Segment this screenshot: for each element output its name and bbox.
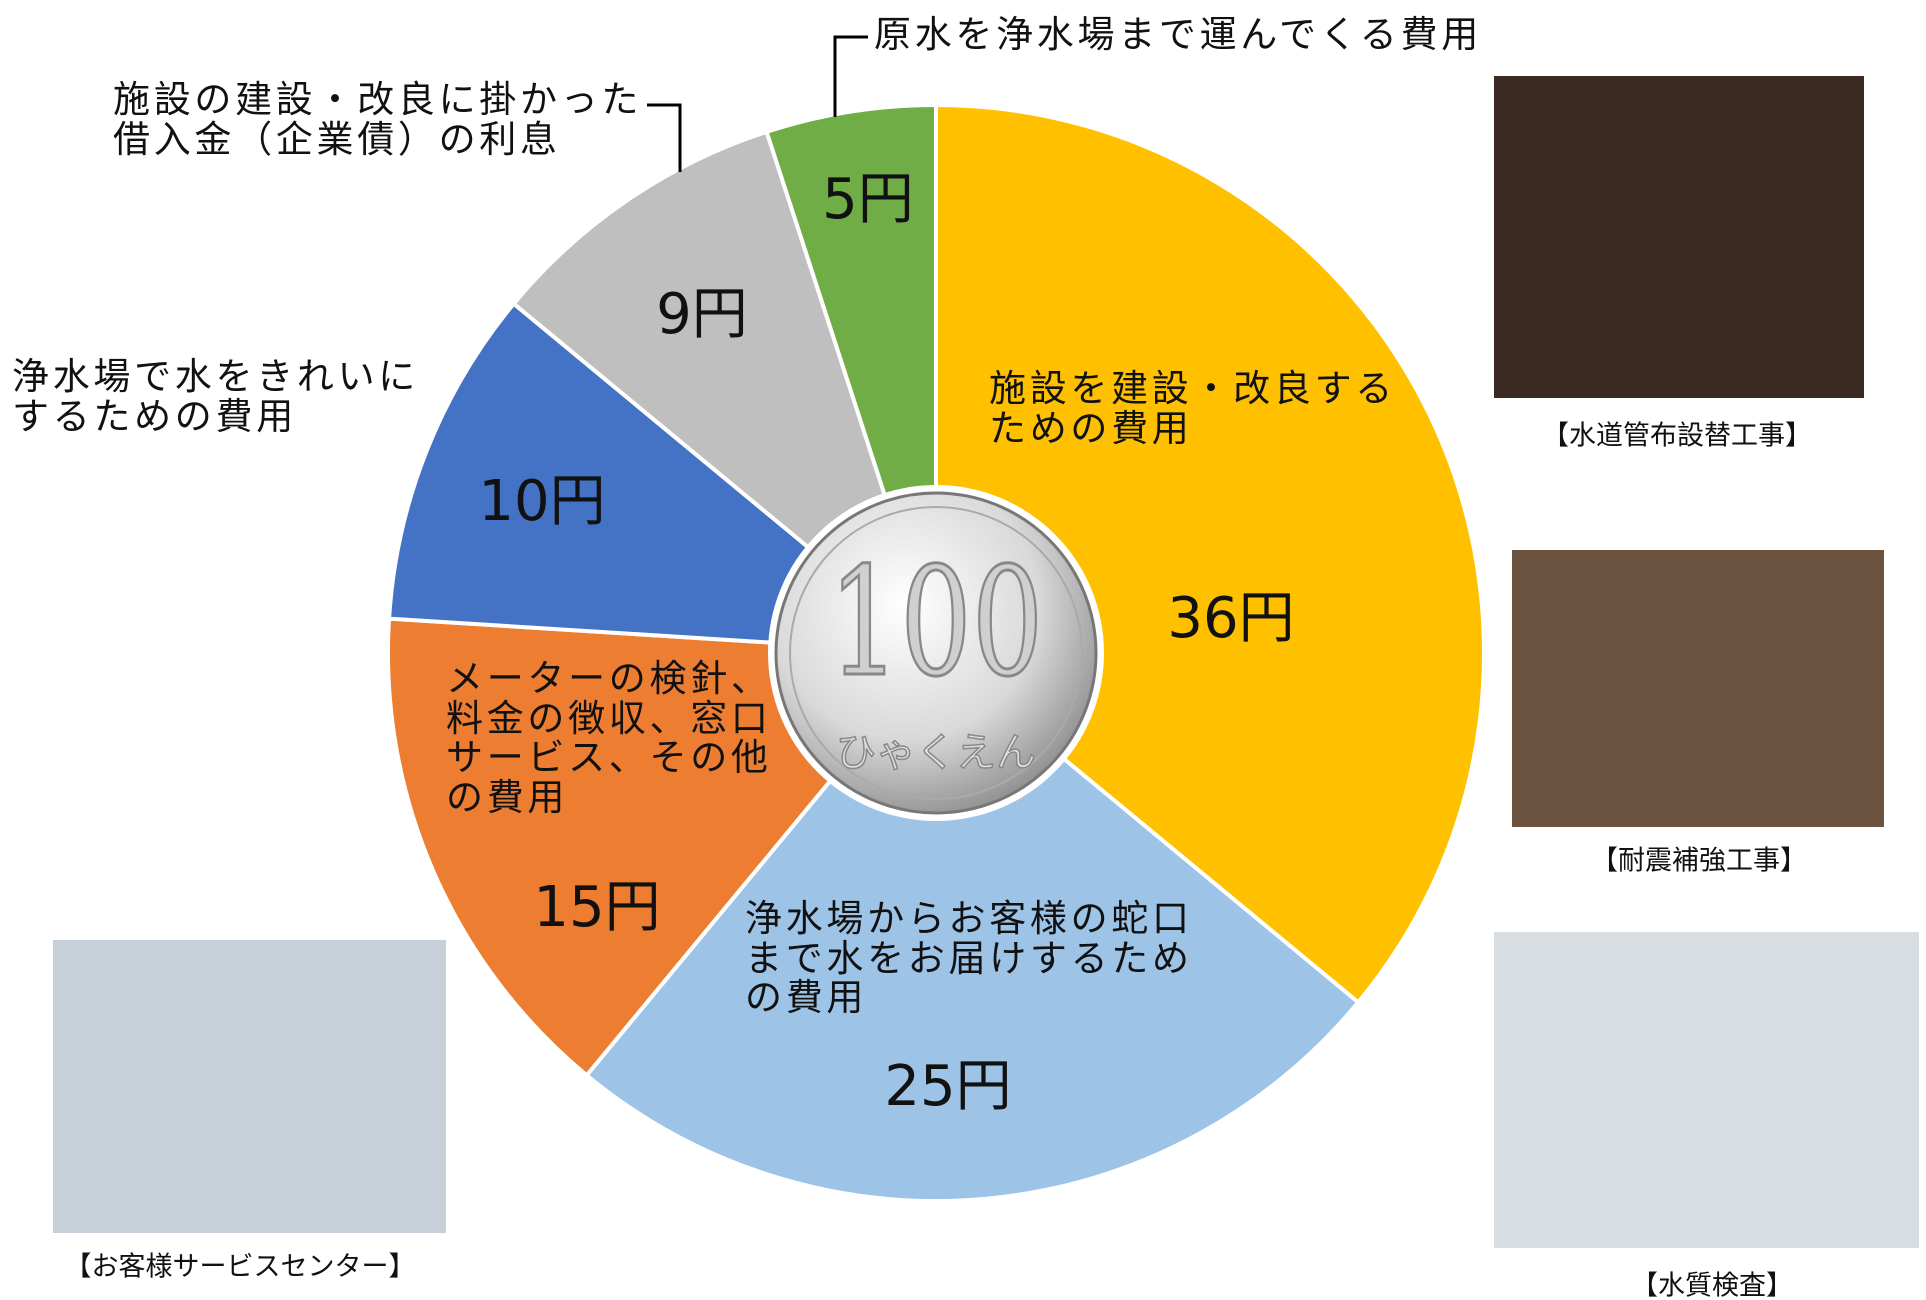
coin-number: 100 xyxy=(829,536,1044,710)
category-label: メーターの検針、料金の徴収、窓口サービス、その他の費用 xyxy=(446,659,783,817)
value-label: 36円 xyxy=(1167,586,1294,651)
value-label: 5円 xyxy=(822,167,914,232)
category-label: 施設の建設・改良に掛かった借入金（企業債）の利息 xyxy=(113,80,653,159)
category-label: 原水を浄水場まで運んでくる費用 xyxy=(874,15,1482,55)
coin-reading: ひゃくえん xyxy=(836,730,1036,776)
page: 100 ひゃくえん 【水道管布設替工事】 【耐震補強工事】 【水質検査】 【お客… xyxy=(0,0,1926,1300)
leader-line xyxy=(835,37,868,117)
photo-caption: 【お客様サービスセンター】 xyxy=(65,1252,416,1283)
photo xyxy=(1494,76,1864,398)
value-label: 10円 xyxy=(478,469,605,534)
category-label: 浄水場からお客様の蛇口まで水をお届けするための費用 xyxy=(745,899,1204,1018)
photo xyxy=(53,940,446,1233)
chart: 100 ひゃくえん 【水道管布設替工事】 【耐震補強工事】 【水質検査】 【お客… xyxy=(0,0,1926,1300)
value-label: 15円 xyxy=(533,875,660,940)
category-label: 浄水場で水をきれいにするための費用 xyxy=(12,357,430,436)
photo-caption: 【水質検査】 xyxy=(1631,1271,1793,1300)
photo xyxy=(1512,550,1884,827)
value-label: 9円 xyxy=(656,282,748,347)
value-label: 25円 xyxy=(884,1054,1011,1119)
photo xyxy=(1494,932,1919,1248)
photo-caption: 【耐震補強工事】 xyxy=(1591,846,1807,877)
category-label: 施設を建設・改良するための費用 xyxy=(989,369,1407,448)
photo-caption: 【水道管布設替工事】 xyxy=(1542,421,1812,452)
